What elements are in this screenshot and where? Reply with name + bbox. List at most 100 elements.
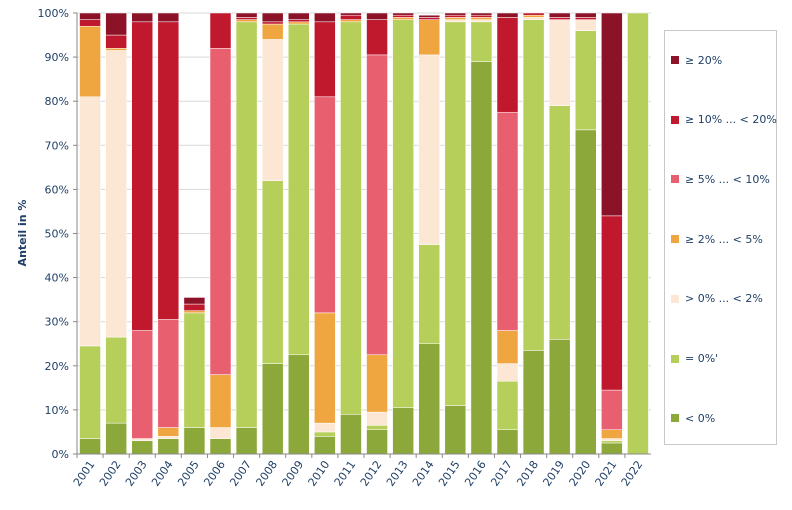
bar-segment <box>444 12 467 16</box>
x-tick-label: 2017 <box>488 458 515 488</box>
bar-segment <box>444 21 467 406</box>
bar-segment <box>575 12 597 18</box>
legend-item: < 0% <box>671 411 715 425</box>
bar-segment <box>314 96 336 314</box>
legend-swatch <box>671 115 679 124</box>
x-tick-label: 2018 <box>514 458 541 488</box>
bar-segment <box>496 429 519 455</box>
bar-segment <box>314 422 336 433</box>
bar-segment <box>183 297 206 305</box>
bar-segment <box>575 129 597 455</box>
bar-stack-2013 <box>392 12 414 455</box>
bar-stack-2017 <box>496 12 519 455</box>
x-tick-label: 2002 <box>97 458 124 488</box>
x-tick-label: 2020 <box>567 458 594 488</box>
legend-item: = 0%' <box>671 352 718 366</box>
x-tick-label: 2010 <box>306 458 333 488</box>
bar-segment <box>601 442 623 455</box>
legend-swatch <box>671 414 679 423</box>
bar-stack-2018 <box>522 12 545 455</box>
bar-segment <box>314 12 336 23</box>
y-tick-label: 70% <box>45 139 69 152</box>
x-tick-label: 2003 <box>123 458 150 488</box>
bar-segment <box>418 14 440 18</box>
bar-segment <box>79 438 101 455</box>
y-tick-label: 90% <box>45 51 69 64</box>
bar-segment <box>261 12 284 23</box>
bar-segment <box>392 17 414 20</box>
bar-segment <box>105 50 127 338</box>
bar-segment <box>235 17 258 20</box>
bar-segment <box>496 380 519 430</box>
bar-segment <box>261 21 284 25</box>
bar-segment <box>601 389 623 430</box>
bar-segment <box>522 19 545 351</box>
bars <box>79 12 649 455</box>
x-tick-label: 2022 <box>619 458 646 488</box>
bar-segment <box>496 111 519 331</box>
bar-segment <box>601 438 623 442</box>
bar-segment <box>183 303 206 311</box>
x-tick-label: 2012 <box>358 458 385 488</box>
bar-segment <box>157 438 180 455</box>
x-tick-label: 2013 <box>384 458 411 488</box>
bar-segment <box>366 354 388 413</box>
bar-segment <box>418 19 440 56</box>
y-tick-label: 0% <box>52 448 69 461</box>
bar-segment <box>575 30 597 131</box>
bar-segment <box>79 96 101 347</box>
x-tick-label: 2021 <box>593 458 620 488</box>
bar-segment <box>209 438 232 455</box>
legend-label: ≥ 10% ... < 20% <box>685 113 777 127</box>
bar-segment <box>496 363 519 382</box>
bar-segment <box>366 429 388 455</box>
y-tick-label: 10% <box>45 404 69 417</box>
bar-stack-2012 <box>366 12 388 455</box>
bar-segment <box>366 411 388 426</box>
y-axis-ticks: 0% 10% 20% 30% 40% 50% 60% 70% 80% 90% 100% <box>38 7 77 461</box>
bar-segment <box>470 14 493 18</box>
bar-segment <box>131 21 153 331</box>
bar-stack-2021 <box>601 12 623 455</box>
bar-stack-2007 <box>235 12 258 455</box>
x-tick-label: 2009 <box>280 458 307 488</box>
bar-segment <box>340 12 362 16</box>
legend-swatch <box>671 294 679 303</box>
bar-segment <box>496 17 519 113</box>
bar-stack-2016 <box>470 12 493 455</box>
bar-segment <box>314 21 336 98</box>
y-tick-label: 20% <box>45 360 69 373</box>
bar-segment <box>470 61 493 455</box>
legend-label: < 0% <box>685 411 716 425</box>
bar-stack-2004 <box>157 12 180 455</box>
bar-segment <box>288 19 310 23</box>
bar-segment <box>183 427 206 455</box>
bar-segment <box>418 54 440 245</box>
bar-segment <box>627 12 649 455</box>
bar-segment <box>235 19 258 23</box>
bar-segment <box>209 427 232 439</box>
bar-segment <box>131 330 153 439</box>
bar-segment <box>470 17 493 20</box>
bar-segment <box>601 215 623 391</box>
x-tick-label: 2014 <box>410 458 437 488</box>
bar-segment <box>105 422 127 455</box>
bar-segment <box>288 354 310 455</box>
bar-segment <box>288 21 310 25</box>
y-tick-label: 100% <box>38 7 69 20</box>
bar-stack-2019 <box>548 12 571 455</box>
x-tick-label: 2004 <box>149 458 176 488</box>
bar-stack-2011 <box>340 12 362 455</box>
legend-label: = 0%' <box>685 352 719 365</box>
bar-segment <box>79 19 101 27</box>
legend-swatch <box>671 56 679 64</box>
x-tick-label: 2011 <box>332 458 359 488</box>
bar-segment <box>418 17 440 20</box>
bar-segment <box>444 405 467 455</box>
y-tick-label: 80% <box>45 95 69 108</box>
bar-segment <box>548 19 571 106</box>
y-tick-label: 30% <box>45 316 69 329</box>
legend-item: ≥ 20% <box>671 53 722 67</box>
bar-segment <box>548 17 571 20</box>
bar-segment <box>157 319 180 428</box>
